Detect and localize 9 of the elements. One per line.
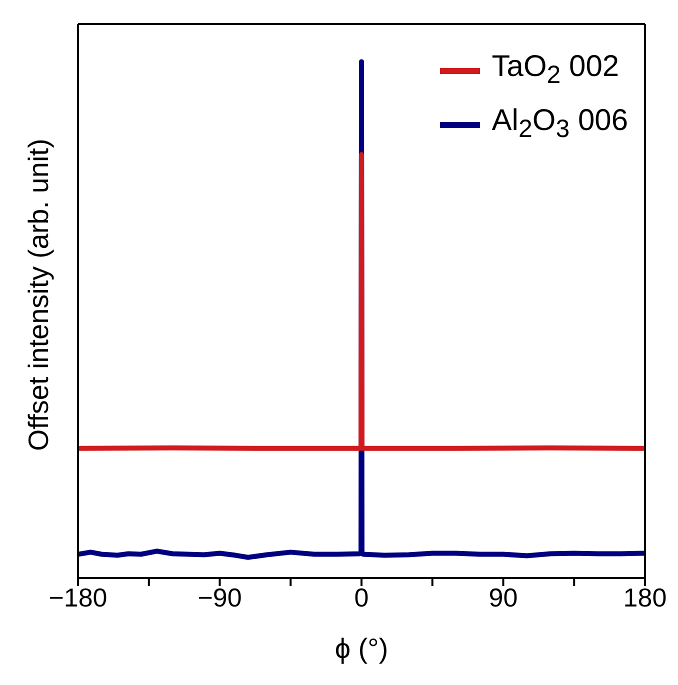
x-tick-label: 0 — [354, 582, 369, 612]
legend-label: TaO$_{2}$ 002 — [492, 49, 620, 91]
y-axis-title: Offset intensity (arb. unit) — [22, 138, 54, 451]
x-tick-label: 90 — [488, 582, 518, 612]
legend-label: Al$_{2}$O$_{3}$ 006 — [492, 103, 628, 145]
x-tick-label: 180 — [623, 582, 667, 612]
x-axis-title: ϕ (°) — [334, 633, 388, 664]
x-tick-label: −180 — [48, 582, 108, 612]
x-tick-label: −90 — [198, 582, 242, 612]
